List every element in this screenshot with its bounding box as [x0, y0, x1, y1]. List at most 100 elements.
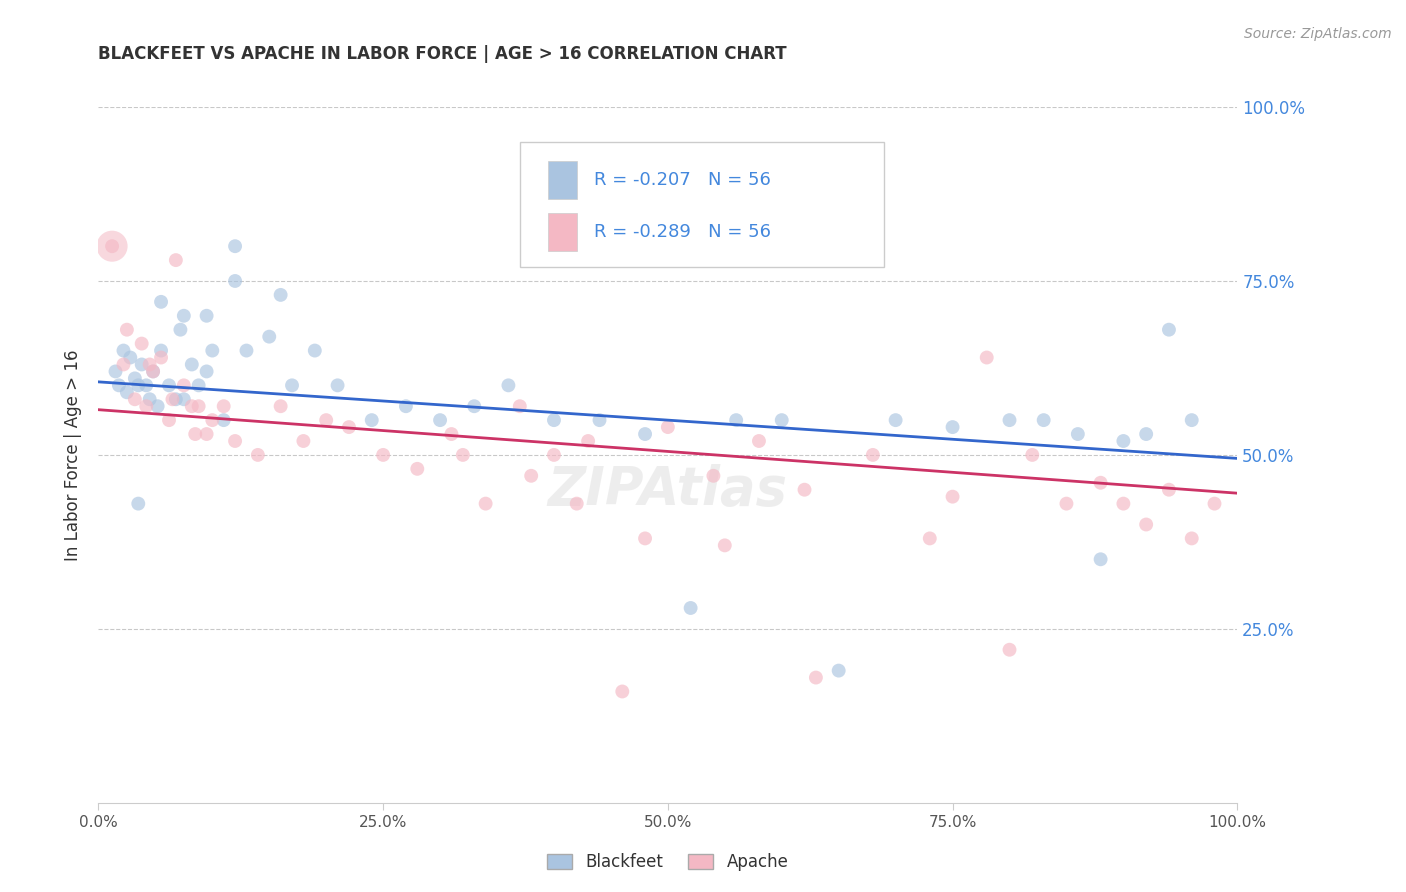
- Point: [187, 399, 209, 413]
- Point: [184, 427, 207, 442]
- Point: [112, 358, 135, 372]
- Point: [1032, 413, 1054, 427]
- Point: [612, 684, 634, 698]
- Point: [212, 413, 235, 427]
- Point: [1090, 475, 1112, 490]
- Point: [884, 413, 907, 427]
- FancyBboxPatch shape: [520, 142, 884, 267]
- Point: [498, 378, 520, 392]
- Point: [1204, 497, 1226, 511]
- Point: [169, 323, 191, 337]
- Bar: [548, 161, 576, 199]
- Point: [101, 239, 124, 253]
- Point: [146, 399, 169, 413]
- Point: [224, 274, 246, 288]
- Point: [679, 601, 702, 615]
- Point: [124, 392, 146, 407]
- Point: [212, 399, 235, 413]
- Point: [195, 309, 218, 323]
- Point: [201, 413, 224, 427]
- Point: [187, 378, 209, 392]
- Text: ZIPAtlas: ZIPAtlas: [548, 464, 787, 516]
- Point: [588, 413, 610, 427]
- Point: [150, 294, 173, 309]
- Point: [108, 378, 131, 392]
- Point: [565, 497, 588, 511]
- Point: [543, 413, 565, 427]
- Point: [1090, 552, 1112, 566]
- Point: [180, 399, 202, 413]
- Point: [224, 434, 246, 448]
- Point: [112, 343, 135, 358]
- Point: [135, 399, 157, 413]
- Point: [634, 532, 657, 546]
- Point: [804, 671, 827, 685]
- Point: [998, 642, 1021, 657]
- Point: [135, 378, 157, 392]
- Point: [1112, 497, 1135, 511]
- Point: [918, 532, 941, 546]
- Point: [173, 309, 195, 323]
- Point: [429, 413, 451, 427]
- Point: [1112, 434, 1135, 448]
- Point: [793, 483, 815, 497]
- Point: [657, 420, 679, 434]
- Point: [304, 343, 326, 358]
- Point: [131, 358, 153, 372]
- Point: [315, 413, 337, 427]
- Point: [150, 343, 173, 358]
- Point: [942, 490, 965, 504]
- Point: [165, 253, 187, 268]
- Point: [463, 399, 485, 413]
- Point: [714, 538, 737, 552]
- Point: [576, 434, 599, 448]
- Point: [165, 392, 187, 407]
- Point: [1157, 483, 1180, 497]
- Point: [326, 378, 349, 392]
- Point: [998, 413, 1021, 427]
- Point: [246, 448, 269, 462]
- Point: [259, 329, 281, 343]
- Text: R = -0.289   N = 56: R = -0.289 N = 56: [593, 223, 770, 241]
- Point: [235, 343, 257, 358]
- Point: [451, 448, 474, 462]
- Point: [270, 399, 292, 413]
- Point: [543, 448, 565, 462]
- Point: [976, 351, 998, 365]
- Point: [337, 420, 360, 434]
- Point: [127, 378, 149, 392]
- Point: [862, 448, 884, 462]
- Y-axis label: In Labor Force | Age > 16: In Labor Force | Age > 16: [65, 349, 83, 561]
- Point: [142, 364, 165, 378]
- Point: [157, 413, 180, 427]
- Point: [224, 239, 246, 253]
- Point: [270, 288, 292, 302]
- Point: [138, 392, 160, 407]
- Point: [157, 378, 180, 392]
- Point: [101, 239, 124, 253]
- Point: [509, 399, 531, 413]
- Point: [474, 497, 496, 511]
- Point: [406, 462, 429, 476]
- Point: [138, 358, 160, 372]
- Bar: [548, 213, 576, 252]
- Text: Source: ZipAtlas.com: Source: ZipAtlas.com: [1244, 27, 1392, 41]
- Point: [124, 371, 146, 385]
- Point: [131, 336, 153, 351]
- Point: [1021, 448, 1043, 462]
- Point: [162, 392, 184, 407]
- Point: [371, 448, 394, 462]
- Point: [127, 497, 149, 511]
- Point: [142, 364, 165, 378]
- Point: [942, 420, 965, 434]
- Point: [1157, 323, 1180, 337]
- Point: [1067, 427, 1090, 442]
- Text: BLACKFEET VS APACHE IN LABOR FORCE | AGE > 16 CORRELATION CHART: BLACKFEET VS APACHE IN LABOR FORCE | AGE…: [98, 45, 787, 62]
- Point: [1181, 413, 1204, 427]
- Point: [1054, 497, 1078, 511]
- Point: [115, 323, 138, 337]
- Point: [725, 413, 748, 427]
- Point: [195, 427, 218, 442]
- Legend: Blackfeet, Apache: Blackfeet, Apache: [540, 847, 796, 878]
- Point: [702, 468, 724, 483]
